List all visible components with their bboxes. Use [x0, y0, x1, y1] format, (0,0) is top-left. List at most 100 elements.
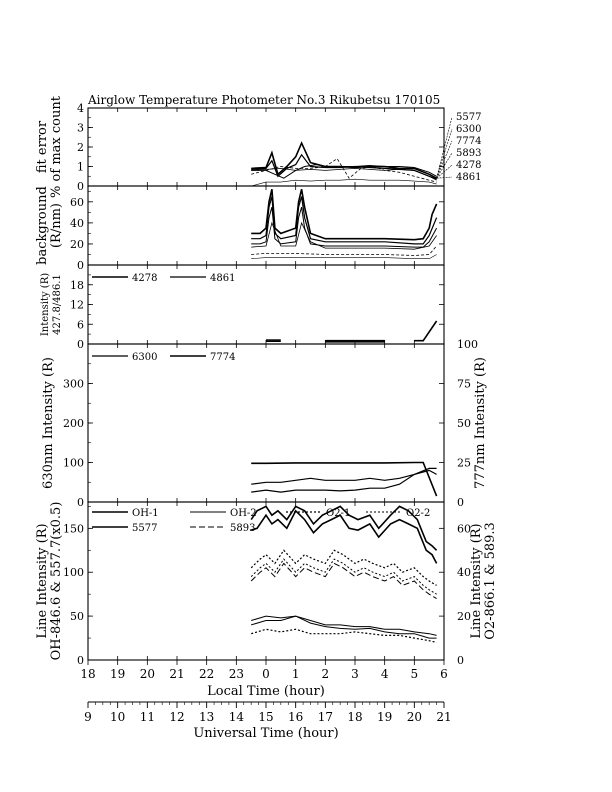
local-time-tick-label: 21: [169, 667, 184, 681]
y-tick-label: 0: [77, 180, 84, 193]
side-label: 5893: [456, 148, 481, 159]
series-line-series-4: [251, 245, 437, 256]
y-tick-label: 4: [77, 102, 84, 115]
y-tick-label: 0: [77, 259, 84, 272]
y-right-tick-label: 0: [457, 496, 464, 509]
y-tick-label: 50: [70, 610, 84, 623]
y-tick-label: 1: [77, 161, 84, 174]
y-tick-label: 12: [70, 299, 84, 312]
legend-label: 4861: [210, 273, 235, 284]
local-time-tick-label: 4: [381, 667, 389, 681]
local-time-tick-label: 22: [199, 667, 214, 681]
y-right-tick-label: 100: [457, 338, 478, 351]
legend-label: 6300: [132, 352, 157, 363]
legend-label: OH-1: [132, 508, 159, 519]
series-line-5893: [250, 562, 437, 600]
ut-tick-label: 17: [318, 710, 333, 724]
legend-label: O2-2: [406, 508, 430, 519]
panel-intensity_4278_4861: 0 6 12 18 Intensity (R) 427.8/486.1 4278 4861: [40, 264, 445, 351]
y-tick-label: 300: [63, 378, 84, 391]
y-tick-label: 150: [63, 522, 84, 535]
legend-label: 5577: [132, 523, 157, 534]
y-right-tick-label: 75: [457, 378, 471, 391]
side-label: 4861: [456, 172, 481, 183]
side-label-leader: [436, 140, 453, 179]
panel-frame: [87, 107, 445, 187]
panel-background: 0 20 40 60 background (R/nm): [35, 185, 445, 272]
y-axis-label: OH-846.6 & 557.7(x0.5): [49, 502, 64, 661]
legend-label: 5893: [230, 523, 255, 534]
y-axis-label: Line Intensity (R): [35, 523, 50, 638]
series-line-series-2: [251, 164, 437, 179]
side-label: 7774: [456, 136, 481, 147]
y-axis-label: (R/nm): [49, 203, 64, 248]
y-right-tick-label: 20: [457, 610, 471, 623]
series-line-series-0: [251, 141, 437, 179]
legend-label: 4278: [132, 273, 157, 284]
ut-tick-label: 13: [199, 710, 214, 724]
local-time-axis-label: Local Time (hour): [207, 684, 325, 699]
y-axis-label-right: 777nm Intensity (R): [473, 357, 488, 489]
series-line-OH-2: [251, 615, 437, 636]
y-axis-label-right: O2-866.1 & 589.3: [483, 522, 498, 640]
ut-axis-label: Universal Time (hour): [193, 726, 338, 741]
y-tick-label: 2: [77, 141, 84, 154]
series-line-O2-1: [251, 628, 437, 643]
series-line-series-1: [251, 196, 438, 245]
side-label: 5577: [456, 112, 481, 123]
ut-tick-label: 20: [407, 710, 422, 724]
side-label-leader: [436, 164, 453, 179]
series-line-series-2: [251, 206, 438, 248]
y-axis-label: background: [35, 186, 50, 265]
local-time-tick-label: 20: [140, 667, 155, 681]
y-axis-label: % of max count: [49, 95, 64, 198]
series-line-7774: [251, 461, 438, 497]
series-line-6300: [251, 469, 437, 493]
ut-tick-label: 18: [347, 710, 362, 724]
y-tick-label: 100: [63, 566, 84, 579]
y-tick-label: 0: [77, 338, 84, 351]
ut-tick-label: 14: [229, 710, 245, 724]
series-line-series-3: [251, 167, 437, 181]
local-time-tick-label: 0: [262, 667, 270, 681]
local-time-tick-label: 19: [110, 667, 125, 681]
ut-tick-label: 12: [169, 710, 184, 724]
legend-label: 7774: [210, 352, 235, 363]
series-line-series-5: [251, 178, 437, 186]
legend-label: O2-1: [326, 508, 350, 519]
local-time-tick-label: 23: [229, 667, 244, 681]
series-line-series-0: [251, 189, 438, 241]
series-line-5577: [250, 509, 438, 564]
series-line-series-3: [251, 221, 437, 250]
y-right-tick-label: 50: [457, 417, 471, 430]
y-tick-label: 60: [70, 196, 84, 209]
local-time-tick-label: 1: [292, 667, 300, 681]
local-time-tick-label: 18: [80, 667, 95, 681]
series-line-4278: [414, 320, 438, 342]
y-tick-label: 200: [63, 417, 84, 430]
y-axis-label: 427.8/486.1: [52, 274, 63, 335]
y-right-tick-label: 0: [457, 654, 464, 667]
local-time-tick-label: 6: [440, 667, 448, 681]
local-time-tick-label: 5: [411, 667, 419, 681]
ut-tick-label: 10: [110, 710, 125, 724]
y-tick-label: 18: [70, 279, 84, 292]
y-tick-label: 40: [70, 217, 84, 230]
ut-tick-label: 15: [258, 710, 273, 724]
y-axis-label: Intensity (R): [40, 273, 51, 336]
y-right-tick-label: 60: [457, 522, 471, 535]
side-label-leader: [436, 176, 453, 179]
ut-tick-label: 11: [140, 710, 155, 724]
series-line-series-4: [251, 158, 437, 183]
y-tick-label: 0: [77, 654, 84, 667]
ut-tick-label: 16: [288, 710, 303, 724]
panel-intensity_630_777: 0 100 200 300 0 25 50 75 100 630nm Intensity (R) 7…: [41, 338, 488, 509]
y-tick-label: 20: [70, 238, 84, 251]
legend-label: OH-2: [230, 508, 257, 519]
ut-tick-label: 21: [436, 710, 451, 724]
series-line-series-5: [251, 254, 437, 260]
